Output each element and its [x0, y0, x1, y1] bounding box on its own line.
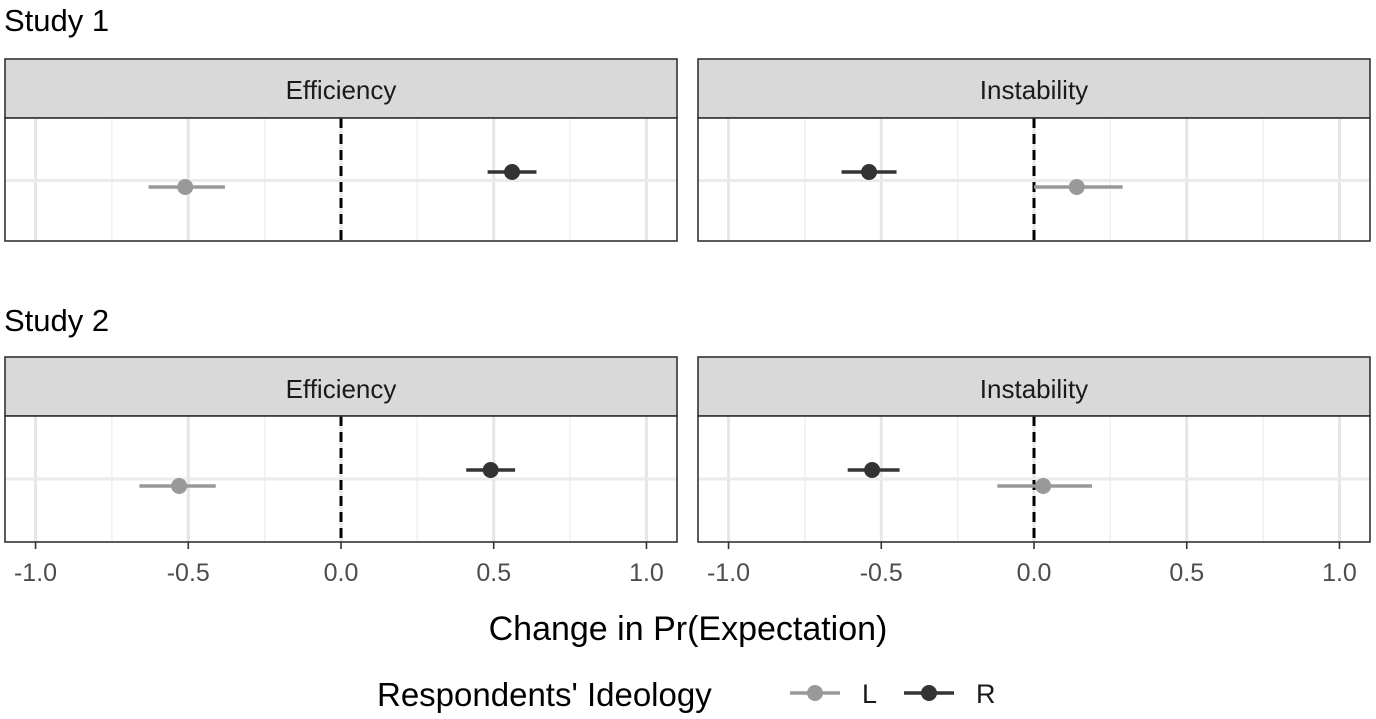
x-tick-label: -1.0	[14, 559, 57, 587]
point-l	[1035, 478, 1052, 494]
x-tick-label: 0.0	[324, 559, 359, 587]
facet-label-study2-instability: Instability	[980, 374, 1088, 404]
point-r	[861, 164, 878, 180]
facet-label-study2-efficiency: Efficiency	[286, 374, 397, 404]
x-tick-label: 1.0	[1322, 559, 1357, 587]
x-tick-label: -0.5	[860, 559, 903, 587]
point-r	[504, 164, 521, 180]
legend-key-l	[790, 685, 840, 701]
legend-title: Respondents' Ideology	[377, 676, 712, 713]
point-l	[171, 478, 188, 494]
point-l	[177, 179, 194, 195]
legend-label-r: R	[976, 679, 996, 709]
panel-study2-efficiency: -1.0 -0.5 0.0 0.5 1.0	[4, 356, 678, 587]
x-tick-label: -0.5	[167, 559, 210, 587]
legend-label-l: L	[862, 679, 877, 709]
point-l	[1068, 179, 1085, 195]
x-tick-label: 0.0	[1017, 559, 1052, 587]
panel-border	[4, 117, 678, 242]
panel-study1-instability	[697, 58, 1371, 242]
facet-strip	[4, 356, 678, 417]
panel-study2-instability: -1.0 -0.5 0.0 0.5 1.0	[697, 356, 1371, 587]
facet-strip	[697, 356, 1371, 417]
study-1-title: Study 1	[4, 3, 109, 38]
panel-border	[697, 117, 1371, 242]
x-tick-label: -1.0	[707, 559, 750, 587]
x-axis-title: Change in Pr(Expectation)	[489, 610, 888, 648]
panel-study1-efficiency	[4, 58, 678, 242]
x-tick-label: 0.5	[476, 559, 511, 587]
legend-key-r	[904, 685, 954, 701]
facet-label-study1-instability: Instability	[980, 75, 1088, 105]
study-2-title: Study 2	[4, 303, 109, 338]
facet-strip	[4, 58, 678, 119]
x-tick-label: 0.5	[1169, 559, 1204, 587]
x-tick-label: 1.0	[629, 559, 664, 587]
facet-label-study1-efficiency: Efficiency	[286, 75, 397, 105]
point-r	[482, 462, 499, 478]
point-r	[864, 462, 881, 478]
